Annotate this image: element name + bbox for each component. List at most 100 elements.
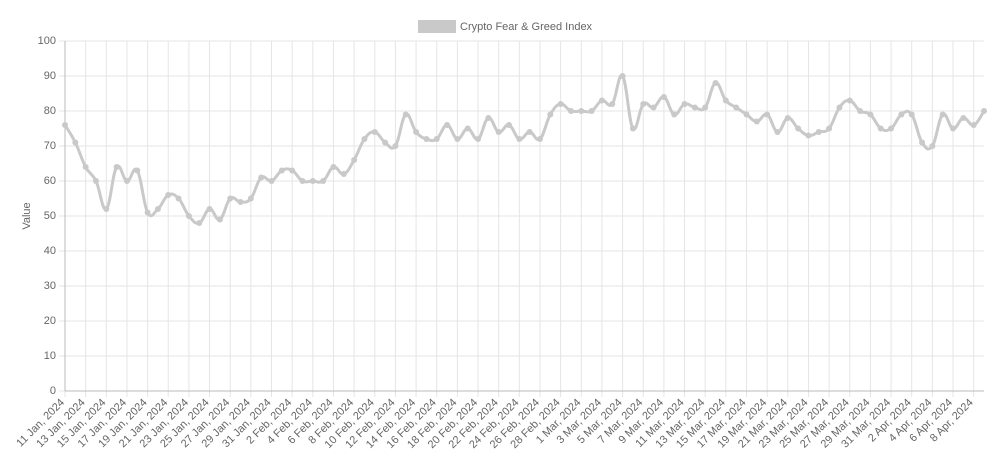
point [846, 97, 853, 104]
point [536, 136, 543, 142]
point [557, 101, 564, 107]
point [340, 171, 347, 177]
point [784, 115, 791, 121]
point [134, 167, 141, 174]
point [733, 104, 740, 111]
point [433, 136, 440, 142]
point [567, 108, 574, 114]
line [63, 74, 986, 225]
point [247, 195, 254, 202]
point [722, 97, 729, 104]
point [774, 129, 781, 135]
point [547, 111, 554, 118]
point [950, 125, 957, 132]
y-tick-label: 0 [50, 385, 56, 397]
point [836, 104, 843, 111]
point [753, 118, 760, 125]
point [185, 213, 192, 219]
point [516, 136, 523, 142]
point [650, 104, 657, 111]
point [609, 101, 616, 107]
point [361, 136, 368, 142]
point [196, 220, 203, 226]
point [743, 111, 750, 118]
point [908, 111, 915, 118]
legend-swatch [418, 20, 456, 33]
point [588, 108, 595, 114]
point [867, 111, 874, 118]
point [578, 108, 585, 114]
y-tick-label: 50 [44, 210, 56, 222]
point [402, 111, 409, 118]
point [320, 178, 327, 184]
point [299, 178, 306, 184]
point [268, 178, 275, 184]
point [237, 199, 244, 205]
point [216, 216, 223, 223]
point [660, 94, 667, 100]
point [619, 73, 626, 79]
point [154, 206, 161, 212]
point [898, 111, 905, 118]
point [888, 125, 895, 132]
point [392, 143, 399, 149]
point [826, 125, 833, 132]
point [939, 111, 946, 118]
point [919, 139, 926, 146]
point [103, 206, 110, 212]
point [423, 136, 430, 142]
point [123, 178, 130, 184]
y-tick-label: 90 [44, 70, 56, 82]
point [877, 125, 884, 132]
point [444, 122, 451, 128]
point [82, 164, 89, 170]
point [278, 167, 285, 174]
point [454, 136, 461, 142]
point [857, 108, 864, 114]
point [598, 97, 605, 104]
point [929, 143, 936, 149]
point [113, 164, 120, 170]
point [258, 174, 265, 181]
point [805, 132, 812, 139]
point [413, 129, 420, 135]
point [289, 167, 296, 174]
y-tick-label: 30 [44, 280, 56, 292]
point [144, 209, 151, 216]
point [330, 164, 337, 170]
point [671, 111, 678, 118]
point [464, 125, 471, 132]
y-tick-label: 100 [38, 35, 56, 47]
point [227, 195, 234, 202]
point [72, 139, 79, 146]
y-tick-label: 40 [44, 245, 56, 257]
point [175, 195, 182, 202]
point [206, 206, 213, 212]
point [681, 101, 688, 107]
point [506, 122, 513, 128]
y-tick-label: 20 [44, 315, 56, 327]
point [495, 129, 502, 135]
point [795, 125, 802, 132]
point [815, 129, 822, 135]
point [309, 178, 316, 184]
y-tick-label: 10 [44, 350, 56, 362]
point [981, 108, 987, 114]
point [640, 101, 647, 107]
point [691, 104, 698, 111]
point [475, 136, 482, 142]
point [382, 139, 389, 146]
point [712, 80, 719, 86]
point [526, 129, 533, 135]
point [92, 178, 99, 184]
point [351, 157, 358, 163]
point [62, 122, 68, 128]
point [485, 115, 492, 121]
point [960, 115, 967, 121]
point [165, 192, 172, 198]
legend-label: Crypto Fear & Greed Index [460, 21, 593, 33]
point [371, 129, 378, 135]
point [764, 111, 771, 118]
